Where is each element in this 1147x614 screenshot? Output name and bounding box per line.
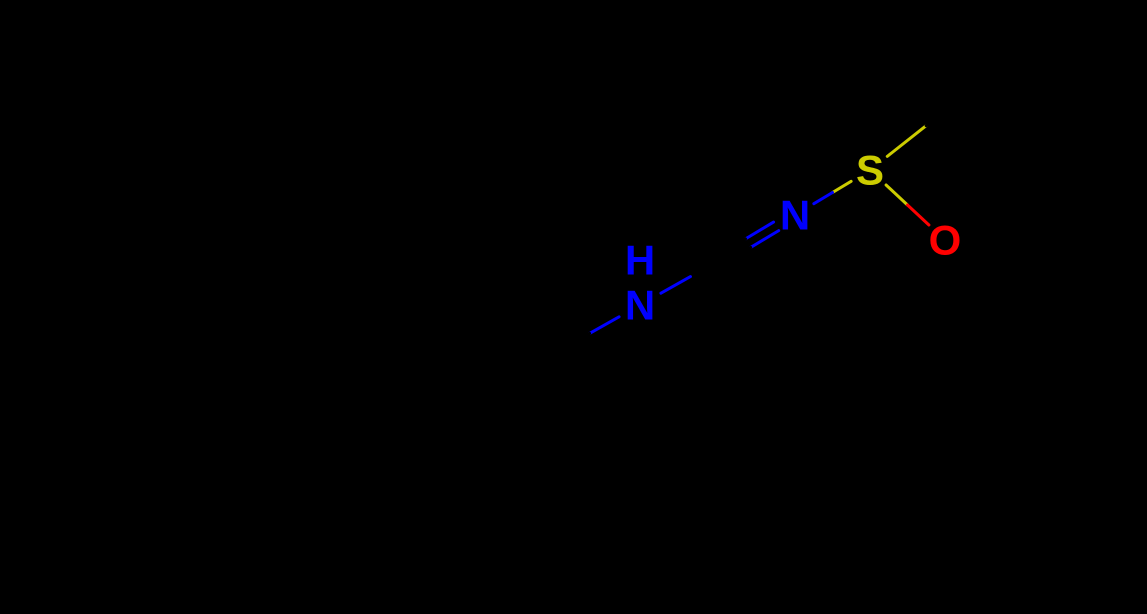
- atom-label-S: S: [856, 147, 884, 194]
- atom-label-N: N: [780, 192, 810, 239]
- molecule-diagram: NSONH: [0, 0, 1147, 614]
- atom-label-O: O: [929, 217, 962, 264]
- background: [0, 0, 1147, 614]
- atom-label-H: H: [625, 237, 655, 284]
- atom-label-N: N: [625, 282, 655, 329]
